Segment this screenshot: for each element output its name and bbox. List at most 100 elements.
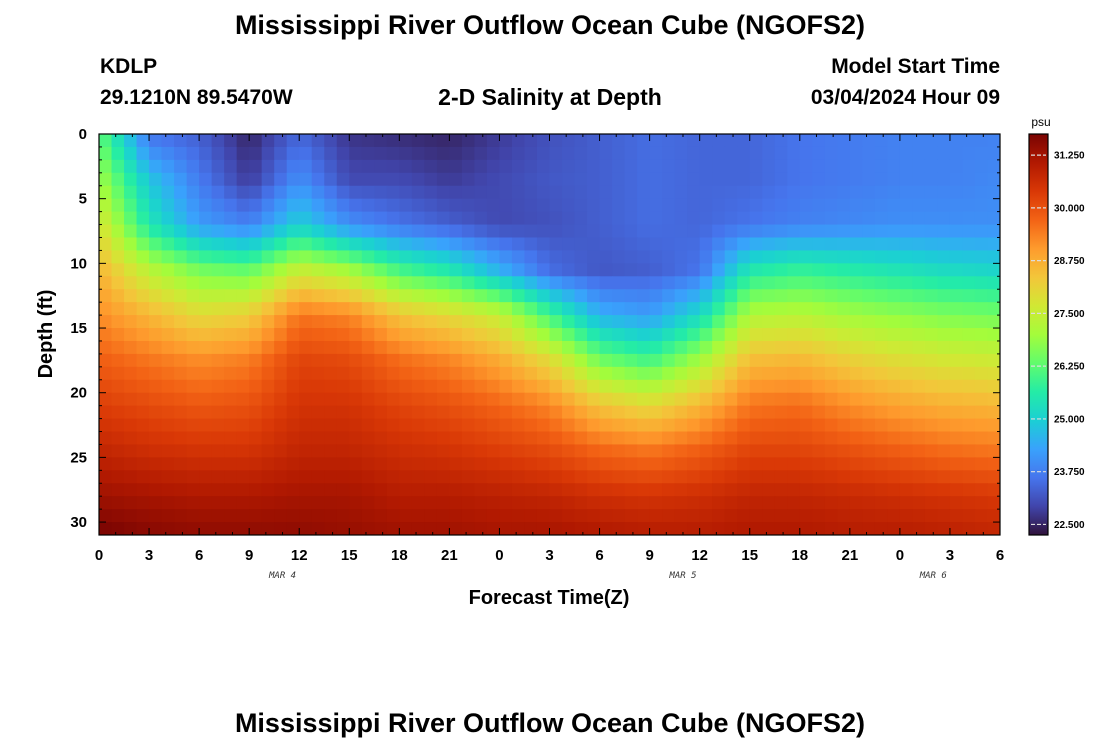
heatmap-cell <box>587 276 601 290</box>
heatmap-cell <box>361 172 375 187</box>
heatmap-cell <box>837 496 851 510</box>
heatmap-cell <box>612 172 626 187</box>
heatmap-cell <box>837 522 851 535</box>
heatmap-cell <box>399 134 413 148</box>
heatmap-cell <box>486 237 501 252</box>
heatmap-cell <box>599 237 613 252</box>
heatmap-cell <box>99 366 113 381</box>
heatmap-cell <box>524 470 538 484</box>
heatmap-cell <box>874 276 888 290</box>
heatmap-cell <box>662 134 676 148</box>
heatmap-cell <box>274 146 288 161</box>
heatmap-cell <box>887 134 901 148</box>
heatmap-cell <box>849 134 863 148</box>
heatmap-cell <box>974 483 989 497</box>
heatmap-cell <box>424 379 438 394</box>
heatmap-cell <box>949 328 964 342</box>
heatmap-cell <box>587 522 601 535</box>
heatmap-cell <box>249 250 263 264</box>
heatmap-cell <box>299 405 313 420</box>
heatmap-cell <box>762 483 776 497</box>
colorbar-tick-label: 27.500 <box>1054 309 1085 320</box>
heatmap-cell <box>524 146 538 161</box>
heatmap-cell <box>737 483 751 497</box>
heatmap-cell <box>837 237 851 252</box>
heatmap-cell <box>562 302 576 316</box>
heatmap-cell <box>111 185 125 200</box>
heatmap-cell <box>799 185 813 200</box>
heatmap-cell <box>912 470 926 484</box>
heatmap-cell <box>499 522 513 535</box>
heatmap-cell <box>837 159 851 174</box>
heatmap-cell <box>274 185 288 200</box>
heatmap-cell <box>211 483 225 497</box>
heatmap-cell <box>949 224 964 239</box>
heatmap-cell <box>124 457 138 471</box>
heatmap-cell <box>299 509 313 523</box>
heatmap-cell <box>899 224 913 239</box>
heatmap-cell <box>536 509 551 523</box>
heatmap-cell <box>361 431 375 446</box>
heatmap-cell <box>924 392 939 407</box>
heatmap-cell <box>912 340 926 355</box>
heatmap-cell <box>574 211 588 226</box>
heatmap-cell <box>374 509 388 523</box>
heatmap-cell <box>549 470 563 484</box>
heatmap-cell <box>136 159 150 174</box>
heatmap-cell <box>574 328 588 342</box>
heatmap-cell <box>662 366 676 381</box>
heatmap-cell <box>899 185 913 200</box>
heatmap-cell <box>962 496 976 510</box>
heatmap-cell <box>286 444 300 458</box>
heatmap-cell <box>974 457 989 471</box>
heatmap-cell <box>224 496 238 510</box>
heatmap-cell <box>486 379 501 394</box>
heatmap-cell <box>699 444 713 458</box>
heatmap-cell <box>637 172 651 187</box>
heatmap-cell <box>637 366 651 381</box>
heatmap-cell <box>111 509 125 523</box>
heatmap-cell <box>136 431 150 446</box>
heatmap-cell <box>286 392 300 407</box>
heatmap-cell <box>774 522 788 535</box>
heatmap-cell <box>136 146 150 161</box>
heatmap-cell <box>499 146 513 161</box>
heatmap-cell <box>587 366 601 381</box>
heatmap-cell <box>674 250 688 264</box>
heatmap-cell <box>136 405 150 420</box>
heatmap-cell <box>324 496 338 510</box>
heatmap-cell <box>587 198 601 213</box>
heatmap-cell <box>186 276 200 290</box>
heatmap-cell <box>887 405 901 420</box>
heatmap-cell <box>987 509 1000 523</box>
heatmap-cell <box>924 315 939 329</box>
heatmap-cell <box>662 509 676 523</box>
heatmap-cell <box>724 405 738 420</box>
heatmap-cell <box>299 457 313 471</box>
heatmap-cell <box>574 444 588 458</box>
heatmap-cell <box>399 444 413 458</box>
heatmap-cell <box>336 379 350 394</box>
heatmap-cell <box>774 276 788 290</box>
heatmap-cell <box>599 366 613 381</box>
heatmap-cell <box>824 159 838 174</box>
heatmap-cell <box>549 276 563 290</box>
heatmap-cell <box>261 353 275 368</box>
heatmap-cell <box>111 444 125 458</box>
heatmap-cell <box>211 224 225 239</box>
heatmap-cell <box>511 159 526 174</box>
heatmap-cell <box>111 276 125 290</box>
heatmap-cell <box>299 328 313 342</box>
heatmap-cell <box>411 366 425 381</box>
heatmap-cell <box>912 509 926 523</box>
heatmap-cell <box>424 366 438 381</box>
heatmap-cell <box>99 315 113 329</box>
heatmap-cell <box>261 366 275 381</box>
heatmap-cell <box>224 444 238 458</box>
heatmap-cell <box>949 276 964 290</box>
heatmap-cell <box>549 224 563 239</box>
heatmap-cell <box>699 198 713 213</box>
heatmap-cell <box>211 379 225 394</box>
heatmap-cell <box>862 392 876 407</box>
heatmap-cell <box>649 431 663 446</box>
